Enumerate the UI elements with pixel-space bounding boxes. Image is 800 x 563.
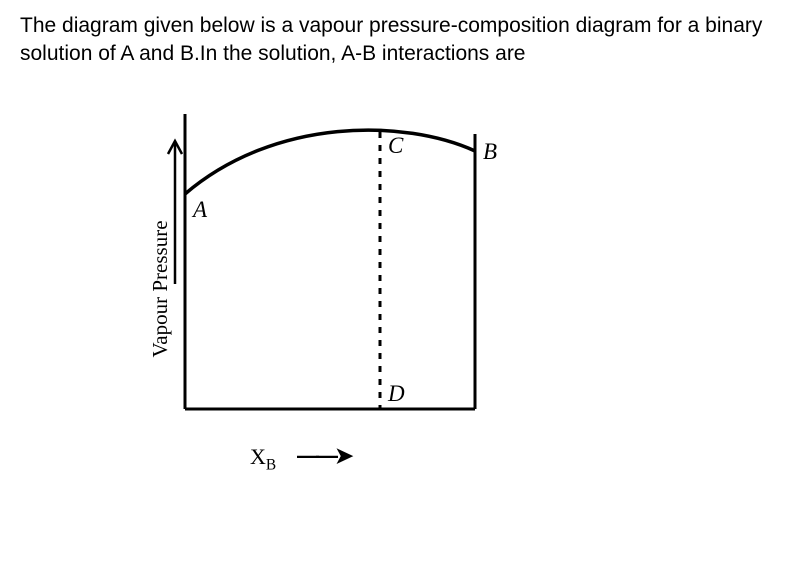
label-d: D — [388, 381, 405, 407]
label-a: A — [193, 197, 207, 223]
vapor-pressure-curve — [185, 130, 475, 194]
x-label-main: X — [250, 444, 266, 469]
x-axis-label: XB — [250, 444, 276, 474]
label-b: B — [483, 139, 497, 165]
diagram-svg — [155, 99, 515, 439]
label-c: C — [388, 133, 403, 159]
x-arrow-icon: ——➤ — [297, 443, 350, 469]
diagram-container: Vapour Pressure XB ——➤ A B C D — [100, 99, 530, 479]
question-text: The diagram given below is a vapour pres… — [20, 12, 780, 69]
x-label-sub: B — [266, 457, 276, 474]
y-axis-label: Vapour Pressure — [148, 220, 173, 357]
